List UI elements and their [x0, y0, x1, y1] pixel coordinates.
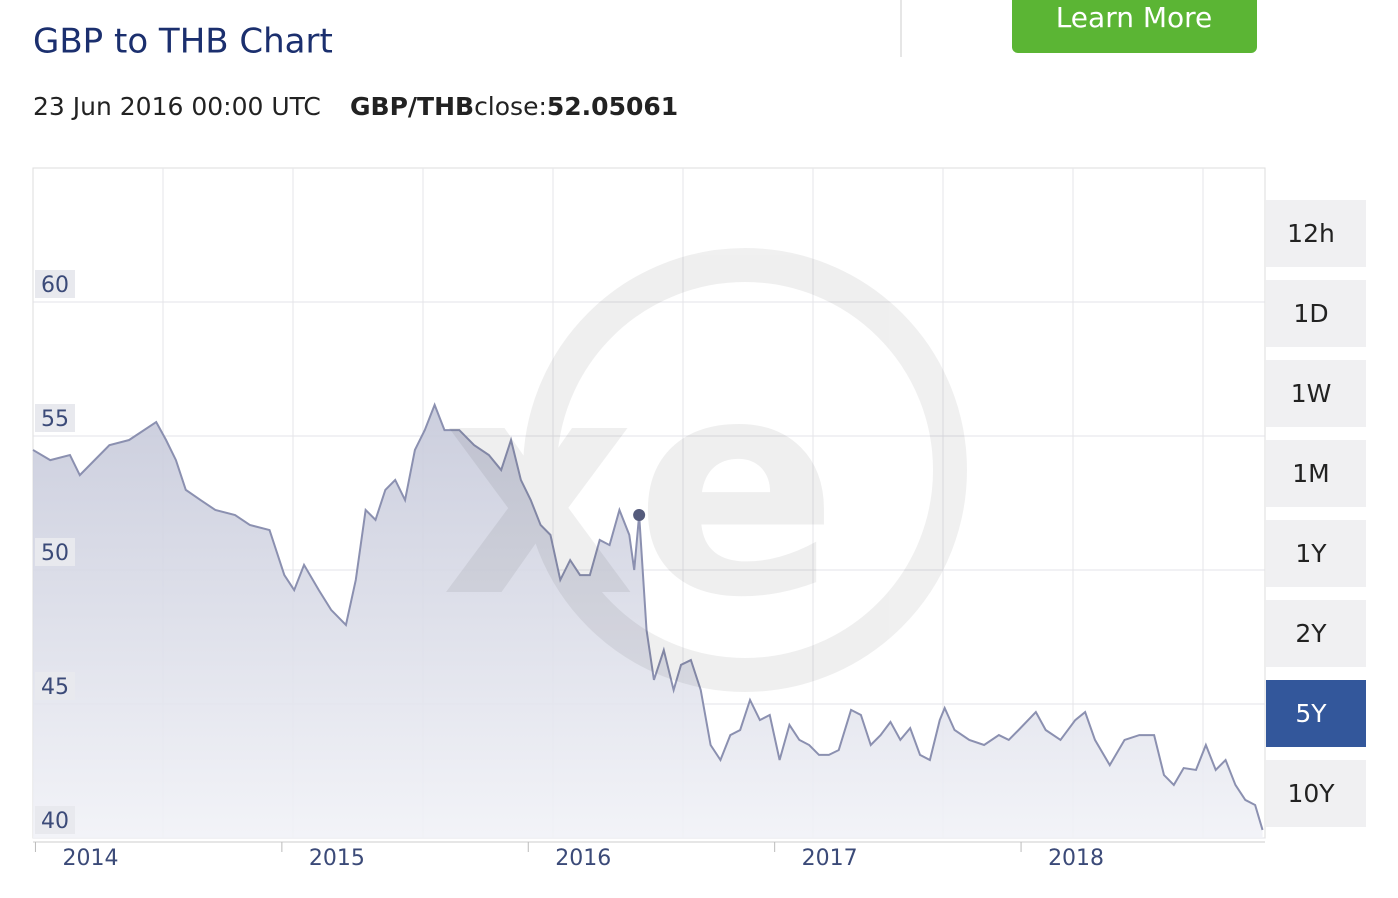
- range-label[interactable]: 12h: [1287, 219, 1335, 248]
- y-tick-label: 55: [41, 407, 69, 432]
- date-label: 23 Jun 2016 00:00 UTC: [33, 92, 321, 121]
- y-tick-label: 45: [41, 675, 69, 700]
- highlight-point: [633, 509, 646, 522]
- line: [32, 402, 1264, 831]
- range-button[interactable]: [1266, 680, 1366, 747]
- range-buttons: 12h 1D 1W 1M 1Y 2Y 5Y 10Y: [1266, 200, 1366, 827]
- y-tick-box: [35, 404, 75, 432]
- x-tick-label: 2018: [1048, 846, 1104, 871]
- svg-text:xe: xe: [442, 314, 839, 663]
- close-info: GBP/THBclose:52.05061: [350, 92, 678, 121]
- y-tick-label: 60: [41, 273, 69, 298]
- close-label: close:: [474, 92, 547, 121]
- chart-title: GBP to THB Chart: [33, 22, 333, 62]
- range-label[interactable]: 1Y: [1295, 539, 1327, 568]
- range-button[interactable]: [1266, 600, 1366, 667]
- close-value: 52.05061: [547, 92, 678, 121]
- range-label[interactable]: 1W: [1291, 379, 1332, 408]
- x-tick-label: 2016: [555, 846, 611, 871]
- watermark: xe: [442, 248, 967, 692]
- plot: [32, 301, 1265, 839]
- range-button[interactable]: [1266, 440, 1366, 507]
- range-button[interactable]: [1266, 360, 1366, 427]
- x-tick-label: 2017: [802, 846, 858, 871]
- y-tick-label: 50: [41, 541, 69, 566]
- range-button[interactable]: [1266, 520, 1366, 587]
- range-label[interactable]: 10Y: [1287, 779, 1335, 808]
- y-tick-box: [35, 538, 75, 566]
- range-button[interactable]: [1266, 280, 1366, 347]
- range-button[interactable]: [1266, 760, 1366, 827]
- x-tick-label: 2014: [62, 846, 118, 871]
- area: [33, 404, 1263, 838]
- learn-more-label[interactable]: Learn More: [1056, 1, 1213, 34]
- y-tick-box: [35, 806, 75, 834]
- range-label[interactable]: 1D: [1293, 299, 1328, 328]
- range-button[interactable]: [1266, 200, 1366, 267]
- range-label[interactable]: 1M: [1292, 459, 1329, 488]
- y-tick-box: [35, 270, 75, 298]
- learn-more-button[interactable]: [1012, 0, 1257, 53]
- y-tick-label: 40: [41, 809, 69, 834]
- range-label[interactable]: 5Y: [1295, 699, 1327, 728]
- x-tick-label: 2015: [309, 846, 365, 871]
- range-label[interactable]: 2Y: [1295, 619, 1327, 648]
- pair: GBP/THB: [350, 92, 474, 121]
- y-tick-box: [35, 672, 75, 700]
